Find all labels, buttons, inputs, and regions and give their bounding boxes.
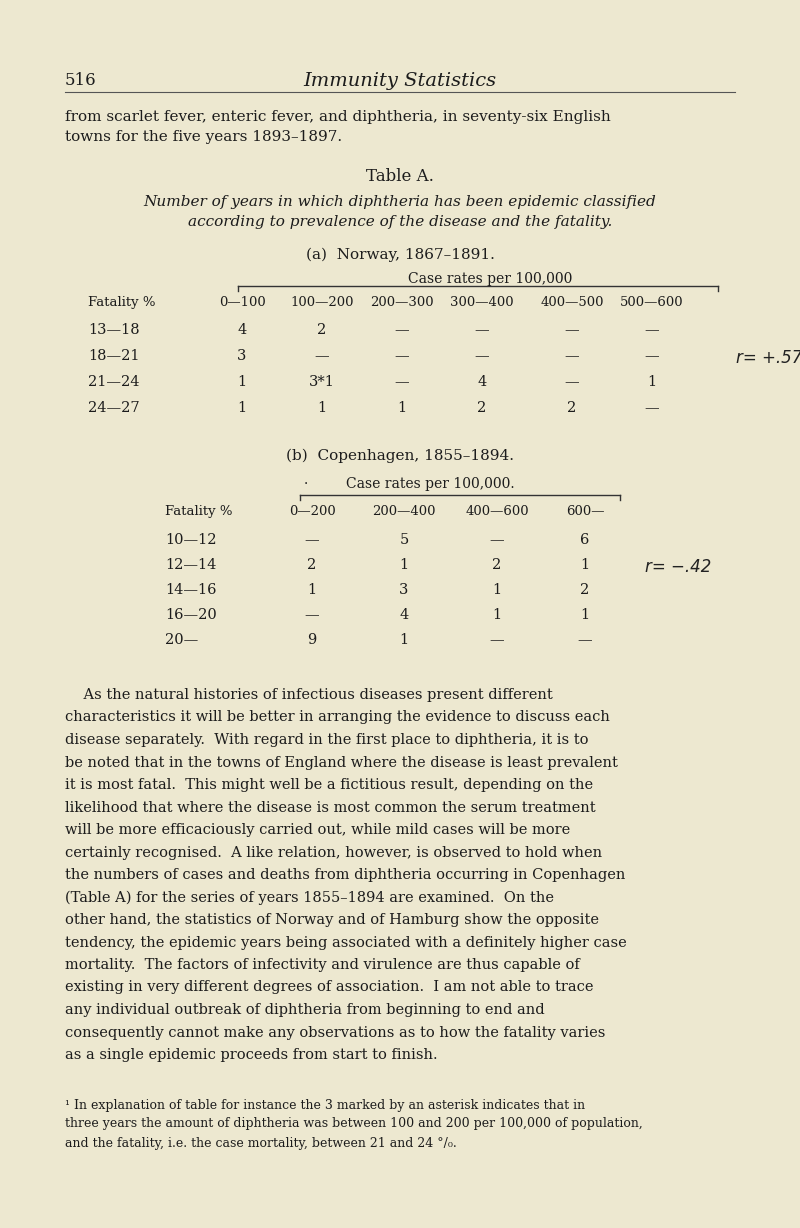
- Text: 500—600: 500—600: [620, 296, 684, 309]
- Text: —: —: [578, 632, 592, 647]
- Text: 3*1: 3*1: [309, 375, 335, 389]
- Text: —: —: [394, 349, 410, 363]
- Text: 1: 1: [238, 375, 246, 389]
- Text: 5: 5: [399, 533, 409, 546]
- Text: Number of years in which diphtheria has been epidemic classified: Number of years in which diphtheria has …: [144, 195, 656, 209]
- Text: 1: 1: [318, 402, 326, 415]
- Text: As the natural histories of infectious diseases present different: As the natural histories of infectious d…: [65, 688, 553, 702]
- Text: —: —: [305, 533, 319, 546]
- Text: towns for the five years 1893–1897.: towns for the five years 1893–1897.: [65, 130, 342, 144]
- Text: and the fatality, i.e. the case mortality, between 21 and 24 °/₀.: and the fatality, i.e. the case mortalit…: [65, 1136, 457, 1149]
- Text: it is most fatal.  This might well be a fictitious result, depending on the: it is most fatal. This might well be a f…: [65, 779, 593, 792]
- Text: characteristics it will be better in arranging the evidence to discuss each: characteristics it will be better in arr…: [65, 711, 610, 725]
- Text: Fatality %: Fatality %: [165, 505, 233, 518]
- Text: Case rates per 100,000.: Case rates per 100,000.: [346, 476, 514, 491]
- Text: —: —: [565, 349, 579, 363]
- Text: 100—200: 100—200: [290, 296, 354, 309]
- Text: 24—27: 24—27: [88, 402, 140, 415]
- Text: 6: 6: [580, 533, 590, 546]
- Text: three years the amount of diphtheria was between 100 and 200 per 100,000 of popu: three years the amount of diphtheria was…: [65, 1117, 642, 1131]
- Text: certainly recognised.  A like relation, however, is observed to hold when: certainly recognised. A like relation, h…: [65, 846, 602, 860]
- Text: ·: ·: [304, 476, 308, 491]
- Text: as a single epidemic proceeds from start to finish.: as a single epidemic proceeds from start…: [65, 1047, 438, 1062]
- Text: Table A.: Table A.: [366, 168, 434, 185]
- Text: 9: 9: [307, 632, 317, 647]
- Text: —: —: [394, 375, 410, 389]
- Text: —: —: [645, 323, 659, 336]
- Text: 400—600: 400—600: [465, 505, 529, 518]
- Text: —: —: [314, 349, 330, 363]
- Text: (a)  Norway, 1867–1891.: (a) Norway, 1867–1891.: [306, 248, 494, 263]
- Text: 1: 1: [581, 558, 590, 572]
- Text: 300—400: 300—400: [450, 296, 514, 309]
- Text: r= +.57: r= +.57: [736, 349, 800, 367]
- Text: any individual outbreak of diphtheria from beginning to end and: any individual outbreak of diphtheria fr…: [65, 1003, 545, 1017]
- Text: 1: 1: [647, 375, 657, 389]
- Text: (b)  Copenhagen, 1855–1894.: (b) Copenhagen, 1855–1894.: [286, 449, 514, 463]
- Text: —: —: [565, 375, 579, 389]
- Text: 3: 3: [399, 583, 409, 597]
- Text: —: —: [394, 323, 410, 336]
- Text: 2: 2: [567, 402, 577, 415]
- Text: 13—18: 13—18: [88, 323, 140, 336]
- Text: disease separately.  With regard in the first place to diphtheria, it is to: disease separately. With regard in the f…: [65, 733, 589, 747]
- Text: likelihood that where the disease is most common the serum treatment: likelihood that where the disease is mos…: [65, 801, 596, 814]
- Text: consequently cannot make any observations as to how the fatality varies: consequently cannot make any observation…: [65, 1025, 606, 1039]
- Text: the numbers of cases and deaths from diphtheria occurring in Copenhagen: the numbers of cases and deaths from dip…: [65, 868, 626, 882]
- Text: —: —: [305, 608, 319, 623]
- Text: Immunity Statistics: Immunity Statistics: [303, 72, 497, 90]
- Text: 2: 2: [580, 583, 590, 597]
- Text: 20—: 20—: [165, 632, 198, 647]
- Text: from scarlet fever, enteric fever, and diphtheria, in seventy-six English: from scarlet fever, enteric fever, and d…: [65, 111, 610, 124]
- Text: 400—500: 400—500: [540, 296, 604, 309]
- Text: 4: 4: [238, 323, 246, 336]
- Text: —: —: [474, 349, 490, 363]
- Text: 2: 2: [478, 402, 486, 415]
- Text: r= −.42: r= −.42: [645, 558, 711, 576]
- Text: be noted that in the towns of England where the disease is least prevalent: be noted that in the towns of England wh…: [65, 755, 618, 770]
- Text: 2: 2: [492, 558, 502, 572]
- Text: 516: 516: [65, 72, 97, 88]
- Text: 1: 1: [399, 632, 409, 647]
- Text: —: —: [490, 533, 504, 546]
- Text: Fatality %: Fatality %: [88, 296, 155, 309]
- Text: ¹ In explanation of table for instance the 3 marked by an asterisk indicates tha: ¹ In explanation of table for instance t…: [65, 1099, 585, 1111]
- Text: —: —: [645, 349, 659, 363]
- Text: 1: 1: [399, 558, 409, 572]
- Text: 4: 4: [399, 608, 409, 623]
- Text: 1: 1: [307, 583, 317, 597]
- Text: 1: 1: [238, 402, 246, 415]
- Text: —: —: [474, 323, 490, 336]
- Text: (Table A) for the series of years 1855–1894 are examined.  On the: (Table A) for the series of years 1855–1…: [65, 890, 554, 905]
- Text: 200—400: 200—400: [372, 505, 436, 518]
- Text: according to prevalence of the disease and the fatality.: according to prevalence of the disease a…: [188, 215, 612, 228]
- Text: tendency, the epidemic years being associated with a definitely higher case: tendency, the epidemic years being assoc…: [65, 936, 626, 949]
- Text: 18—21: 18—21: [88, 349, 139, 363]
- Text: 4: 4: [478, 375, 486, 389]
- Text: 200—300: 200—300: [370, 296, 434, 309]
- Text: 0—200: 0—200: [289, 505, 335, 518]
- Text: other hand, the statistics of Norway and of Hamburg show the opposite: other hand, the statistics of Norway and…: [65, 912, 599, 927]
- Text: 3: 3: [238, 349, 246, 363]
- Text: —: —: [490, 632, 504, 647]
- Text: 1: 1: [493, 583, 502, 597]
- Text: 14—16: 14—16: [165, 583, 217, 597]
- Text: will be more efficaciously carried out, while mild cases will be more: will be more efficaciously carried out, …: [65, 823, 570, 837]
- Text: 12—14: 12—14: [165, 558, 216, 572]
- Text: 600—: 600—: [566, 505, 604, 518]
- Text: existing in very different degrees of association.  I am not able to trace: existing in very different degrees of as…: [65, 980, 594, 995]
- Text: —: —: [565, 323, 579, 336]
- Text: 1: 1: [581, 608, 590, 623]
- Text: —: —: [645, 402, 659, 415]
- Text: Case rates per 100,000: Case rates per 100,000: [408, 271, 572, 286]
- Text: mortality.  The factors of infectivity and virulence are thus capable of: mortality. The factors of infectivity an…: [65, 958, 580, 973]
- Text: 0—100: 0—100: [218, 296, 266, 309]
- Text: 2: 2: [318, 323, 326, 336]
- Text: 16—20: 16—20: [165, 608, 217, 623]
- Text: 10—12: 10—12: [165, 533, 217, 546]
- Text: 2: 2: [307, 558, 317, 572]
- Text: 1: 1: [398, 402, 406, 415]
- Text: 1: 1: [493, 608, 502, 623]
- Text: 21—24: 21—24: [88, 375, 139, 389]
